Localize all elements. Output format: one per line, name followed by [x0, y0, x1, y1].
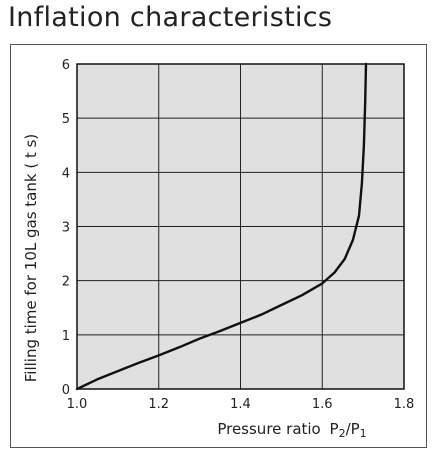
x-tick-label: 1.0 — [67, 397, 88, 412]
x-axis-title-slash: / — [346, 420, 352, 438]
chart-frame — [10, 44, 427, 448]
y-tick-label: 1 — [62, 329, 70, 344]
plot-border — [76, 63, 405, 390]
x-axis-title-p1: P — [351, 420, 360, 438]
x-axis-title: Pressure ratio P2/P1 — [217, 420, 366, 440]
x-tick-label: 1.2 — [148, 397, 169, 412]
y-axis-title: Filling time for 10L gas tank ( t s) — [22, 134, 40, 383]
x-axis-title-p1-sub: 1 — [360, 427, 367, 440]
series-line — [75, 62, 368, 391]
y-tick-label: 6 — [62, 58, 70, 73]
y-tick-label: 3 — [62, 221, 70, 236]
x-tick-label: 1.4 — [230, 397, 251, 412]
x-tick-label: 1.6 — [312, 397, 333, 412]
y-tick-label: 0 — [62, 383, 70, 398]
page-heading: Inflation characteristics — [8, 2, 333, 33]
x-axis-title-p2: P — [330, 420, 339, 438]
y-tick-label: 2 — [62, 275, 70, 290]
y-tick-label: 4 — [62, 166, 70, 181]
x-tick-label: 1.8 — [394, 397, 415, 412]
x-axis-title-text: Pressure ratio — [217, 420, 320, 438]
plot-area: 1.0 1.2 1.4 1.6 1.8 0 1 2 3 4 5 6 — [62, 58, 415, 412]
y-tick-label: 5 — [62, 112, 70, 127]
x-axis-title-p2-sub: 2 — [339, 427, 346, 440]
